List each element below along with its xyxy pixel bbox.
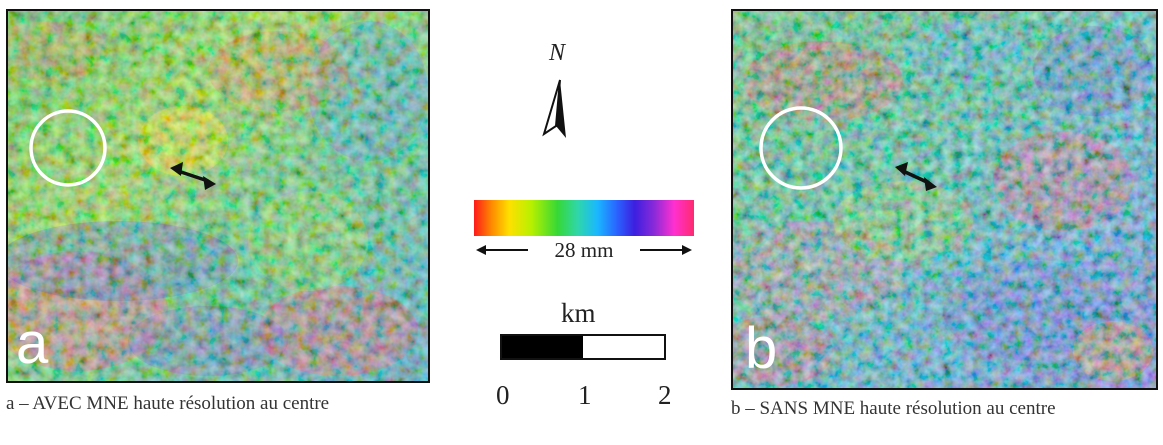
double-arrow-icon [170, 162, 216, 190]
phase-colorbar [474, 200, 694, 236]
north-arrow-icon [542, 79, 566, 138]
interferogram-panel-a: a [6, 9, 430, 383]
scale-tick-1: 1 [578, 380, 592, 410]
panel-letter-b: b [745, 316, 778, 381]
scale-bar [500, 334, 666, 360]
scale-bar-black-segment [502, 336, 583, 358]
interferogram-image-b [733, 11, 1156, 388]
panel-letter-a: a [16, 311, 49, 376]
colorbar-range: 28 mm [474, 236, 694, 264]
annotation-circle [759, 106, 843, 190]
colorbar-range-arrows-icon [476, 245, 692, 255]
scale-unit: km [561, 298, 596, 328]
north-label: N [549, 40, 566, 66]
double-arrow-icon [895, 162, 937, 191]
colorbar-label: 28 mm [554, 238, 614, 262]
scale-tick-2: 2 [658, 380, 672, 410]
interferogram-panel-b: b [731, 9, 1158, 390]
caption-a: a – AVEC MNE haute résolution au centre [6, 393, 330, 414]
caption-b: b – SANS MNE haute résolution au centre [731, 398, 1056, 419]
interferogram-image-a [8, 11, 428, 381]
scale-tick-0: 0 [496, 380, 510, 410]
annotation-circle [29, 109, 107, 187]
